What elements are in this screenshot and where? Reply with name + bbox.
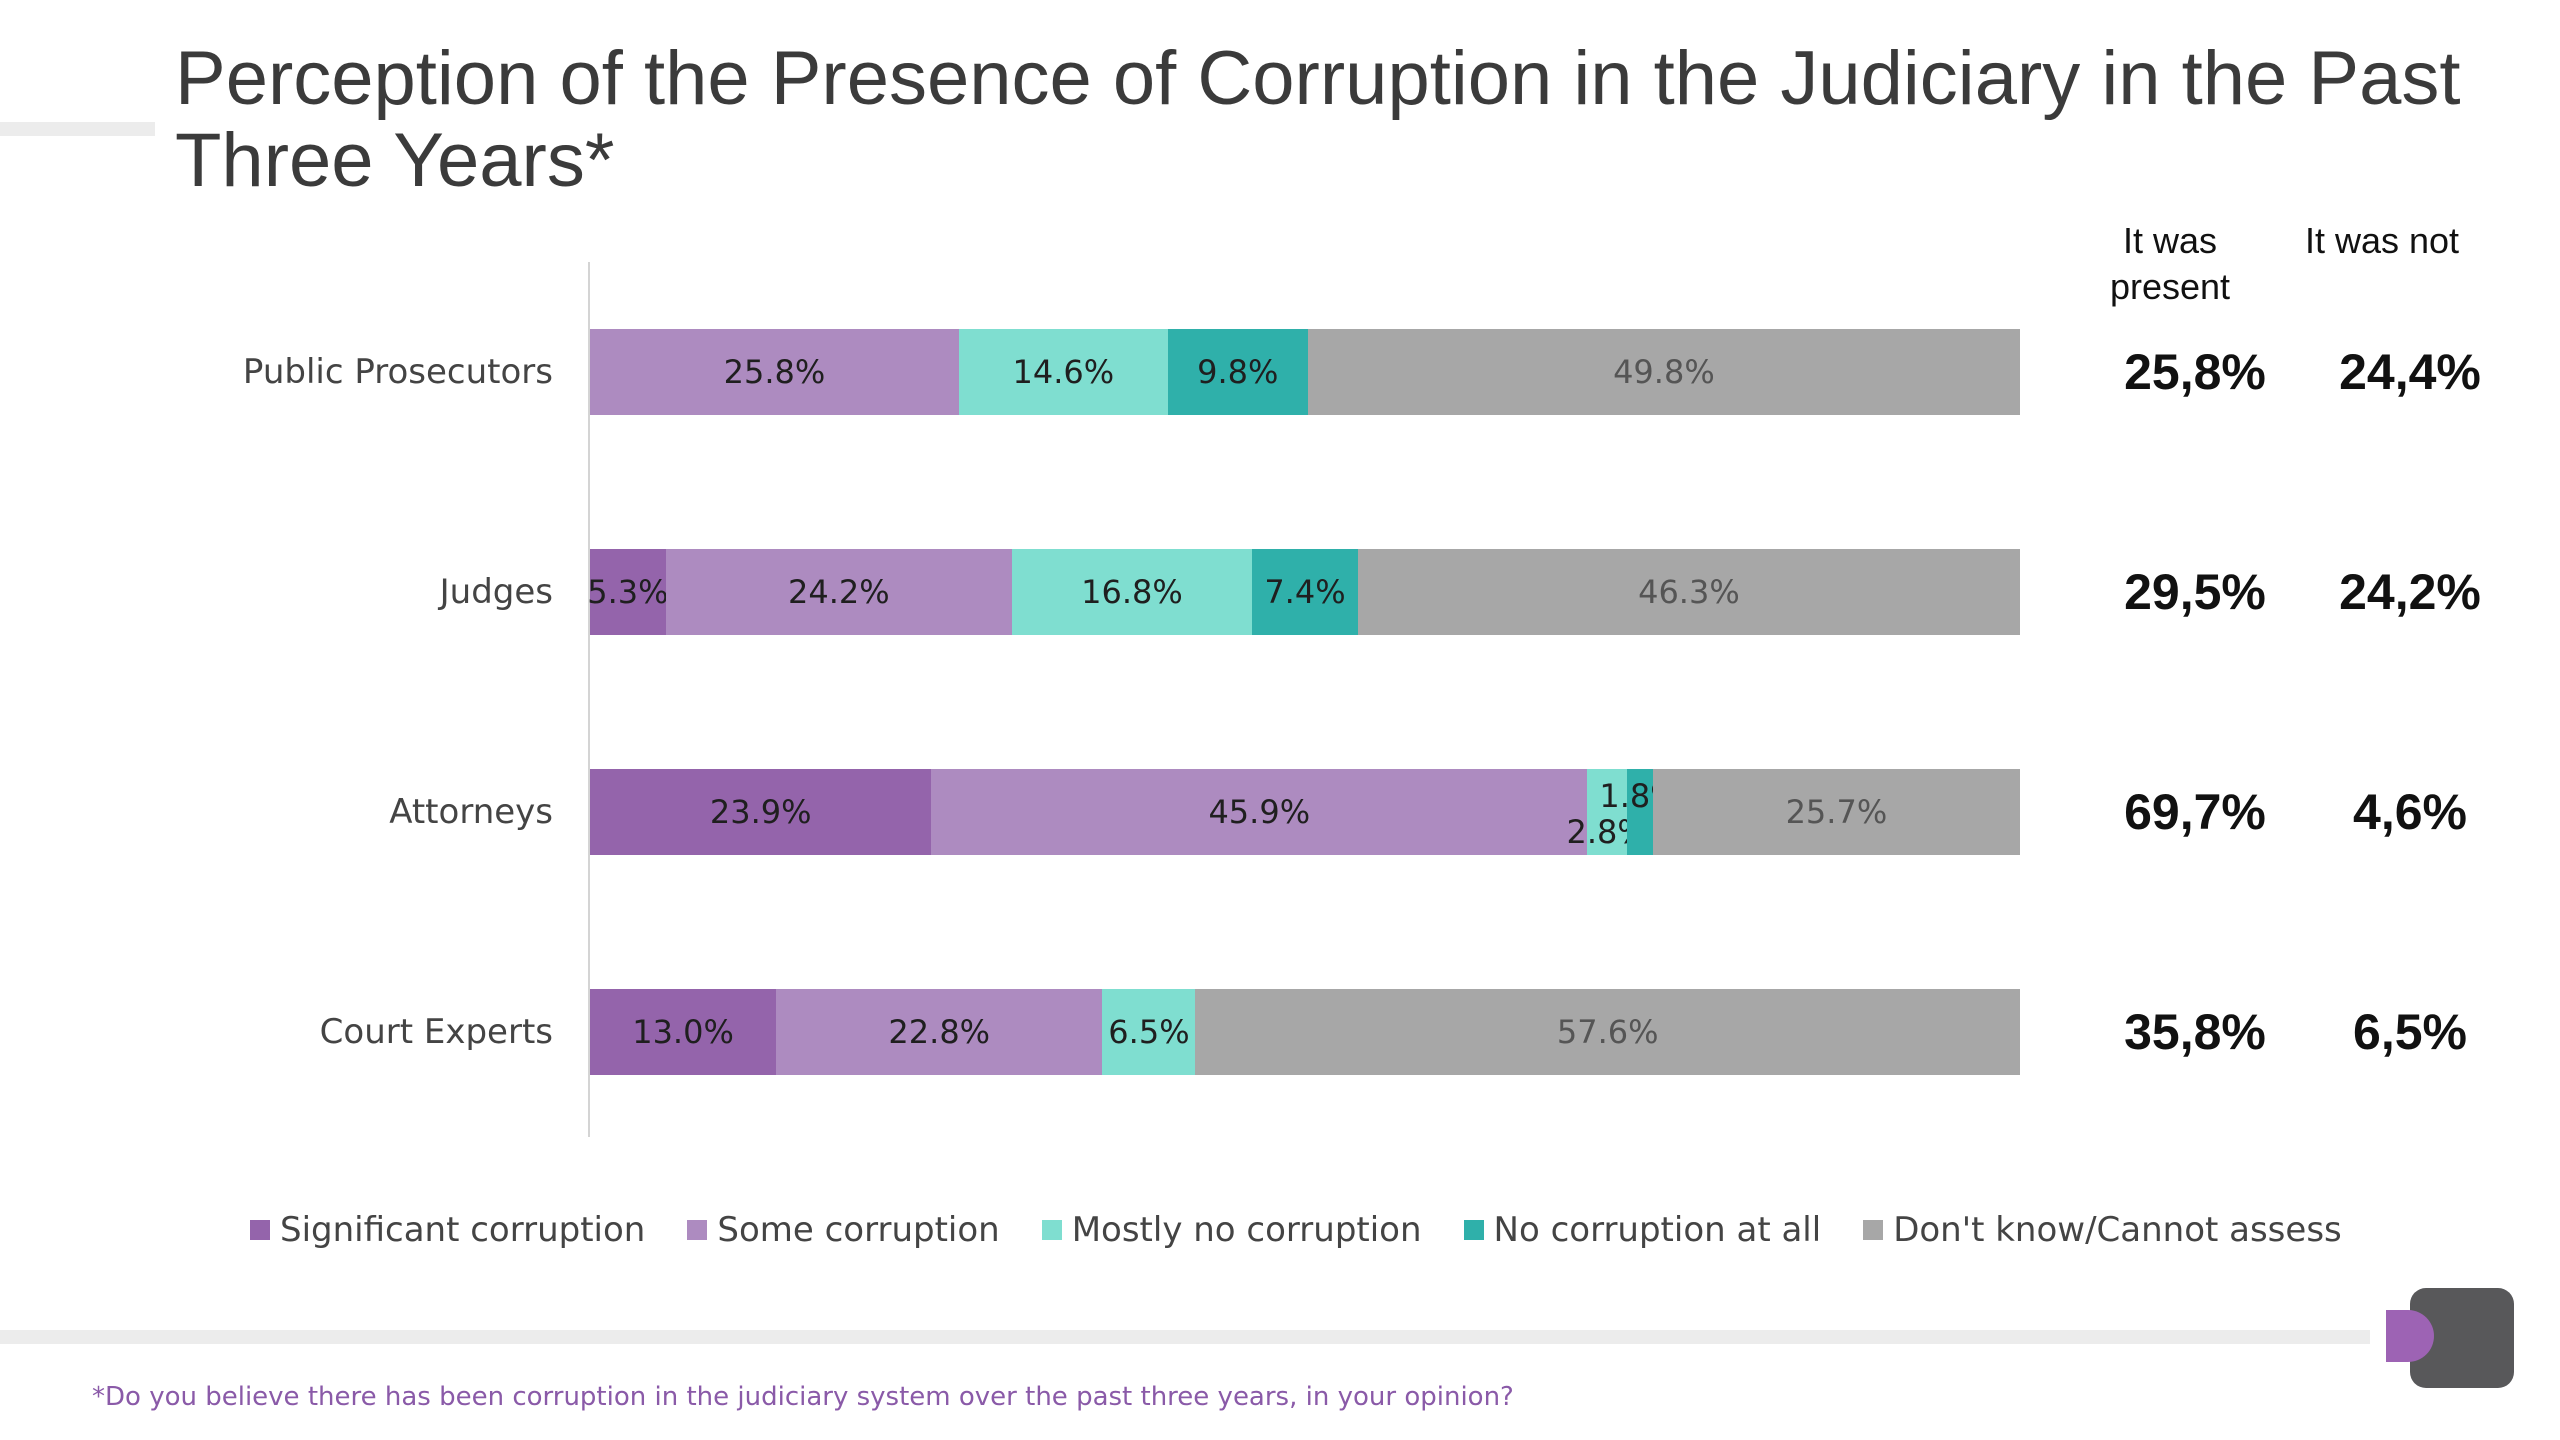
data-label: 46.3% [1638,573,1740,611]
bar-row: 5.3% 24.2% 16.8% 7.4% 46.3% [587,549,2020,635]
not-value: 6,5% [2353,1004,2467,1060]
present-value: 29,5% [2124,564,2266,620]
legend-label: Some corruption [717,1210,1000,1250]
brand-logo-icon [2386,1288,2514,1388]
legend-swatch [687,1220,708,1240]
decorative-line-bottom [0,1330,2370,1344]
not-value: 24,2% [2339,564,2481,620]
bar-segment: 49.8% [1307,329,2020,415]
legend-item: No corruption at all [1463,1210,1822,1250]
data-label: 23.9% [709,793,812,831]
bar-segment: 1.8% [1599,769,1681,855]
present-value: 35,8% [2124,1004,2266,1060]
legend: Significant corruption Some corruption Mos… [250,1210,2342,1250]
data-label: 7.4% [1264,573,1346,611]
legend-label: Significant corruption [280,1210,646,1250]
category-label: Judges [439,572,553,612]
present-value: 69,7% [2124,784,2266,840]
legend-swatch [1041,1220,1062,1240]
column-header-present: It was present [2109,220,2231,307]
legend-item: Mostly no corruption [1041,1210,1422,1250]
bar-segment: 6.5% [1102,989,1196,1075]
data-label: 57.6% [1556,1013,1659,1051]
footnote: *Do you believe there has been corruptio… [92,1382,1514,1412]
data-label: 5.3% [587,573,669,611]
legend-item: Significant corruption [250,1210,645,1250]
legend-swatch [1863,1220,1884,1240]
decorative-line-top [0,122,155,136]
column-header-not: It was not [2304,220,2460,261]
not-value: 4,6% [2353,784,2467,840]
bar-segment: 45.9% [931,769,1588,855]
data-label: 13.0% [632,1013,734,1051]
bar-segment: 25.8% [590,329,959,415]
legend-item: Don't know/Cannot assess [1863,1210,2342,1250]
data-label: 25.7% [1785,793,1888,831]
legend-label: Don't know/Cannot assess [1893,1210,2342,1250]
data-label: 16.8% [1081,573,1183,611]
legend-label: No corruption at all [1493,1210,1822,1250]
bar-segment: 23.9% [590,769,932,855]
legend-swatch [250,1220,270,1240]
not-value: 24,4% [2339,344,2481,400]
category-label: Attorneys [389,792,553,832]
bar-segment: 25.7% [1652,769,2020,855]
bar-segment: 14.6% [958,329,1168,415]
data-label: 45.9% [1208,793,1311,831]
bar-row: 13.0% 22.8% 6.5% 57.6% [590,989,2020,1075]
bar-segment: 24.2% [665,549,1012,635]
data-label: 22.8% [888,1013,991,1051]
chart-title: Perception of the Presence of Corruption… [175,36,2461,203]
legend-label: Mostly no corruption [1071,1210,1422,1250]
bar-row: 23.9% 45.9% 2.8% 1.8% 25.7% [590,769,2020,855]
category-label: Court Experts [319,1012,553,1052]
data-label: 14.6% [1012,353,1115,391]
bar-segment: 5.3% [587,549,669,635]
data-label: 24.2% [787,573,890,611]
bar-segment: 9.8% [1167,329,1308,415]
present-value: 25,8% [2124,344,2266,400]
bar-segment: 16.8% [1011,549,1253,635]
bar-segment: 22.8% [776,989,1103,1075]
bar-segment: 57.6% [1195,989,2020,1075]
bar-segment: 7.4% [1252,549,1358,635]
y-axis-line [588,262,590,1137]
bar-segment: 46.3% [1357,549,2020,635]
category-label: Public Prosecutors [242,352,553,392]
data-label: 9.8% [1197,353,1279,391]
legend-item: Some corruption [687,1210,1000,1250]
legend-swatch [1463,1220,1484,1240]
data-label: 49.8% [1613,353,1715,391]
bar-segment: 13.0% [590,989,777,1075]
data-label: 25.8% [723,353,826,391]
data-label: 6.5% [1108,1013,1190,1051]
bar-row: 25.8% 14.6% 9.8% 49.8% [590,329,2020,415]
